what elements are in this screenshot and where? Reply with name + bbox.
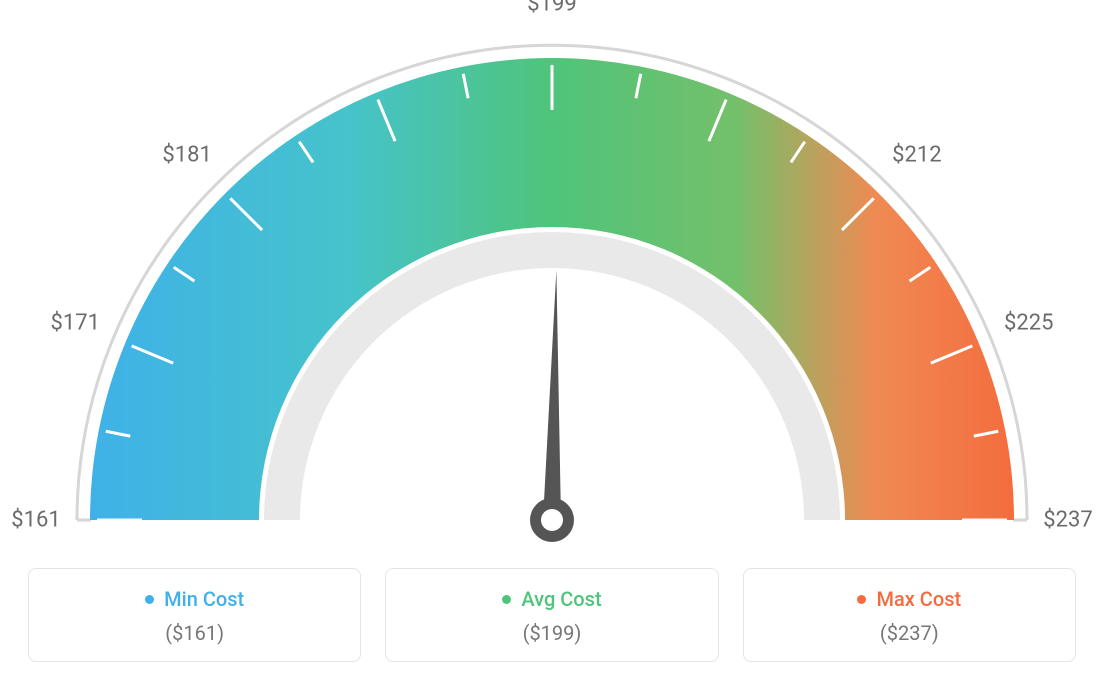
legend-row: Min Cost ($161) Avg Cost ($199) Max Cost… bbox=[0, 568, 1104, 662]
gauge-tick-label: $199 bbox=[527, 0, 576, 17]
legend-title-max: Max Cost bbox=[876, 587, 961, 611]
gauge-tick-label: $181 bbox=[162, 143, 211, 168]
legend-card-min: Min Cost ($161) bbox=[28, 568, 361, 662]
dot-avg bbox=[502, 595, 511, 604]
legend-value-max: ($237) bbox=[744, 621, 1075, 645]
gauge-chart: $161 $171 $181 $199 $212 $225 $237 bbox=[0, 0, 1104, 550]
legend-value-avg: ($199) bbox=[386, 621, 717, 645]
legend-value-min: ($161) bbox=[29, 621, 360, 645]
gauge-tick-label: $212 bbox=[892, 143, 941, 168]
legend-title-avg: Avg Cost bbox=[521, 587, 601, 611]
legend-card-max: Max Cost ($237) bbox=[743, 568, 1076, 662]
legend-title-min: Min Cost bbox=[164, 587, 244, 611]
gauge-tick-label: $171 bbox=[51, 310, 100, 335]
legend-card-avg: Avg Cost ($199) bbox=[385, 568, 718, 662]
dot-min bbox=[145, 595, 154, 604]
gauge-tick-label: $161 bbox=[11, 508, 60, 533]
gauge-tick-label: $237 bbox=[1043, 508, 1092, 533]
dot-max bbox=[857, 595, 866, 604]
gauge-svg bbox=[0, 0, 1104, 560]
gauge-tick-label: $225 bbox=[1004, 310, 1053, 335]
